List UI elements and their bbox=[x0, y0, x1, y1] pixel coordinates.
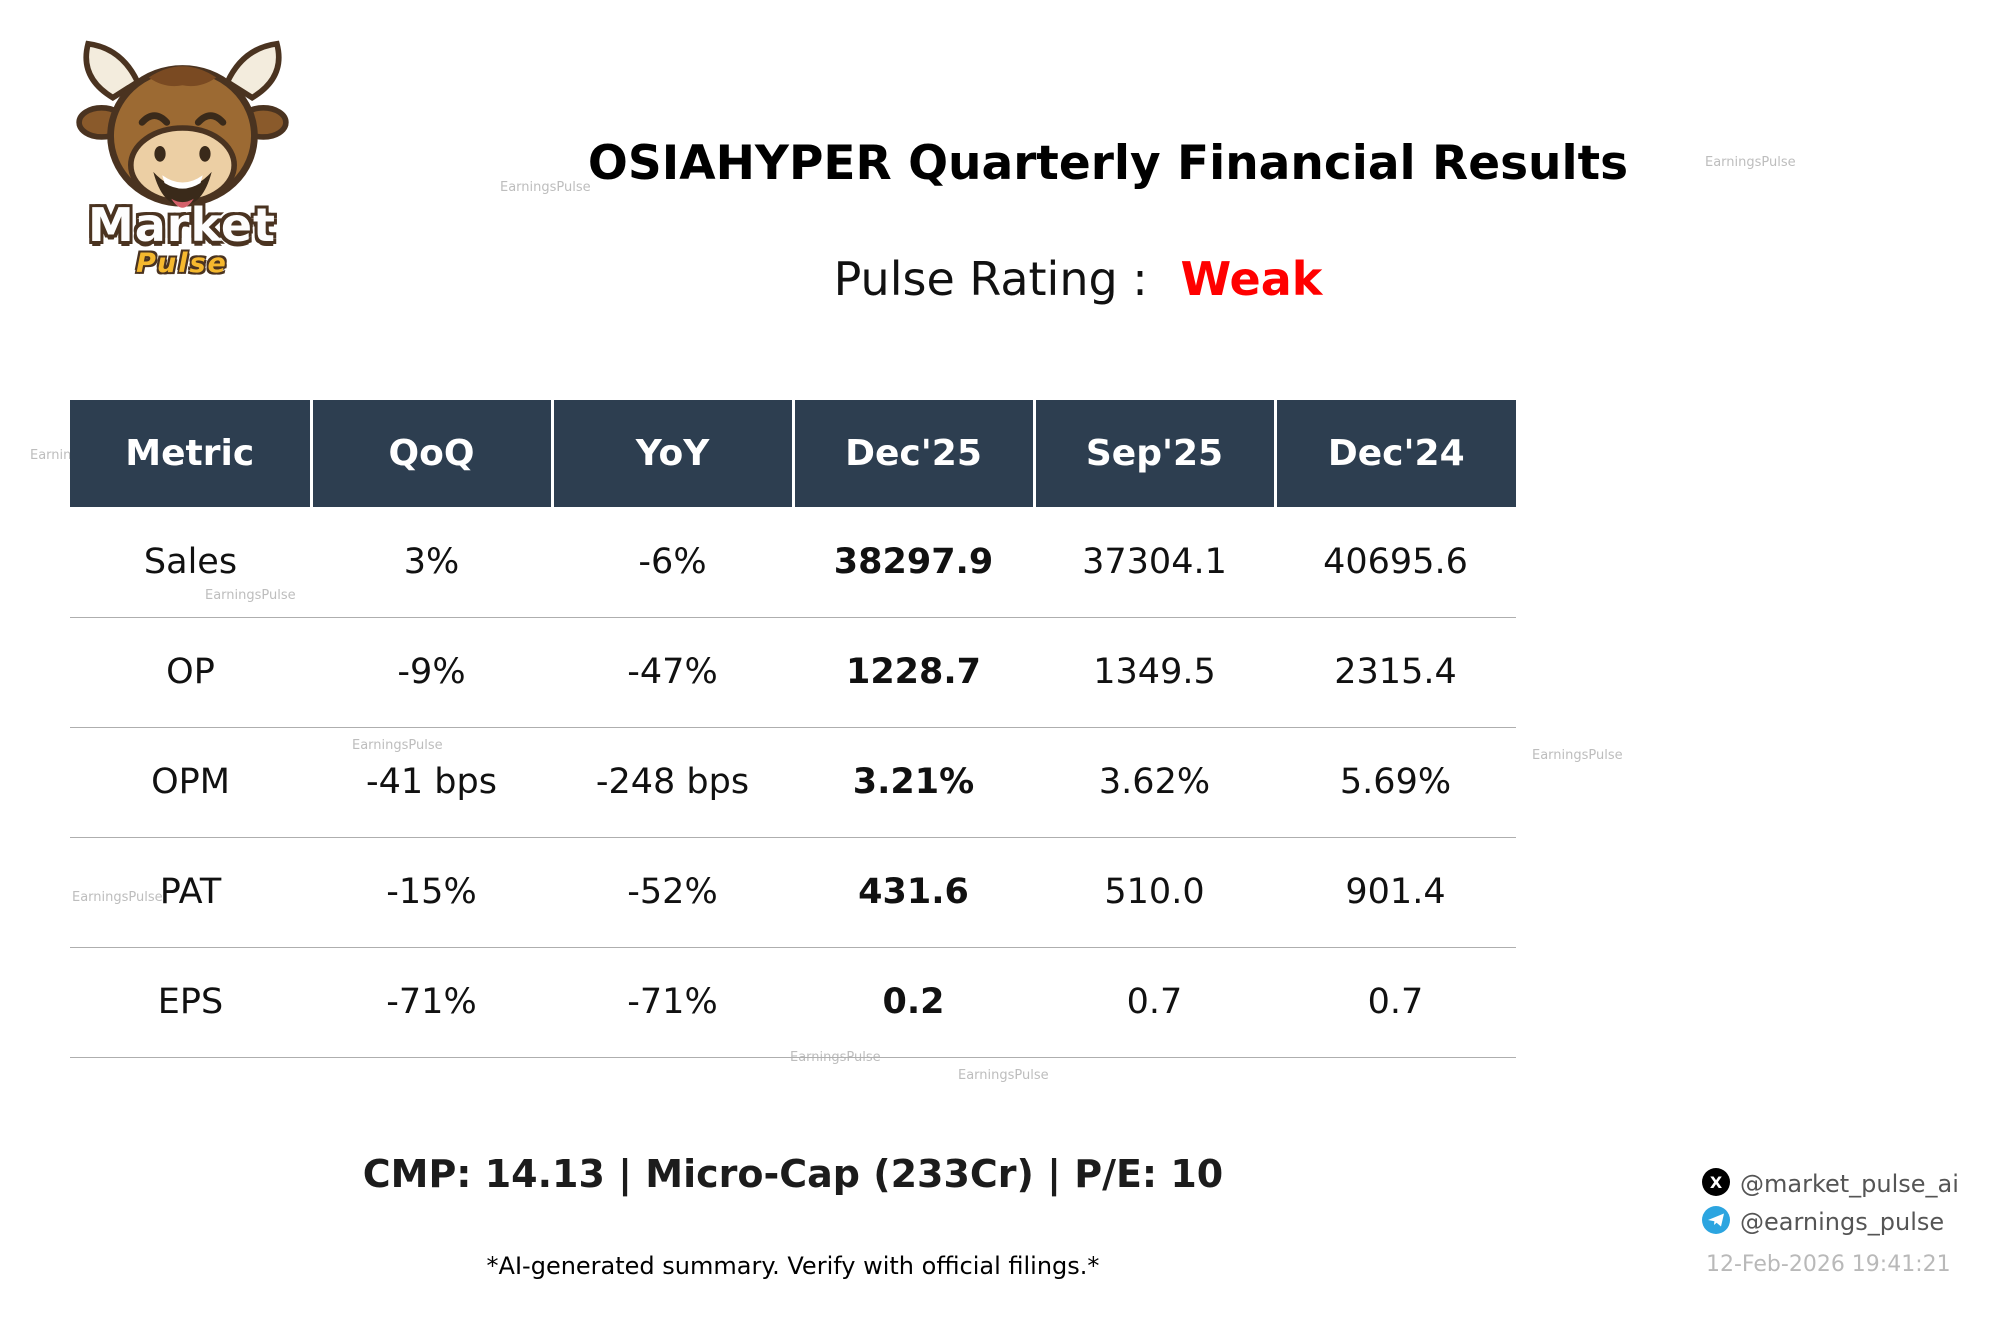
page-title: OSIAHYPER Quarterly Financial Results bbox=[587, 136, 1629, 191]
qoq-value: -71% bbox=[311, 947, 552, 1058]
table-header-row: Metric QoQ YoY Dec'25 Sep'25 Dec'24 bbox=[70, 400, 1516, 507]
x-handle-text: @market_pulse_ai bbox=[1740, 1170, 1959, 1198]
sep25-value: 37304.1 bbox=[1034, 507, 1275, 618]
x-icon: X bbox=[1702, 1168, 1730, 1200]
yoy-value: -6% bbox=[552, 507, 793, 618]
table-row: OPM -41 bps -248 bps 3.21% 3.62% 5.69% bbox=[70, 727, 1516, 838]
watermark-text: EarningsPulse bbox=[1705, 155, 1796, 170]
dec24-value: 0.7 bbox=[1275, 947, 1516, 1058]
dec25-value: 431.6 bbox=[793, 837, 1034, 948]
dec25-value: 1228.7 bbox=[793, 617, 1034, 728]
telegram-handle-row: @earnings_pulse bbox=[1702, 1206, 1992, 1238]
telegram-icon bbox=[1702, 1206, 1730, 1238]
dec24-value: 901.4 bbox=[1275, 837, 1516, 948]
metric-label: Sales bbox=[70, 507, 311, 618]
brand-name-market: Market bbox=[87, 198, 277, 252]
disclaimer-text: *AI-generated summary. Verify with offic… bbox=[486, 1252, 1100, 1280]
table-row: Sales 3% -6% 38297.9 37304.1 40695.6 bbox=[70, 507, 1516, 618]
column-header-qoq: QoQ bbox=[311, 400, 554, 507]
sep25-value: 3.62% bbox=[1034, 727, 1275, 838]
metric-label: PAT bbox=[70, 837, 311, 948]
pulse-rating-line: Pulse Rating : Weak bbox=[260, 252, 1896, 306]
svg-text:X: X bbox=[1710, 1173, 1723, 1192]
quarterly-results-table: Metric QoQ YoY Dec'25 Sep'25 Dec'24 Sale… bbox=[70, 400, 1516, 1058]
qoq-value: -9% bbox=[311, 617, 552, 728]
pulse-rating-label: Pulse Rating : bbox=[833, 252, 1148, 306]
sep25-value: 510.0 bbox=[1034, 837, 1275, 948]
column-header-dec25: Dec'25 bbox=[793, 400, 1036, 507]
dec25-value: 3.21% bbox=[793, 727, 1034, 838]
sep25-value: 1349.5 bbox=[1034, 617, 1275, 728]
dec24-value: 2315.4 bbox=[1275, 617, 1516, 728]
column-header-yoy: YoY bbox=[552, 400, 795, 507]
yoy-value: -71% bbox=[552, 947, 793, 1058]
dec25-value: 0.2 bbox=[793, 947, 1034, 1058]
column-header-sep25: Sep'25 bbox=[1034, 400, 1277, 507]
column-header-metric: Metric bbox=[70, 400, 313, 507]
social-handles: X @market_pulse_ai @earnings_pulse 12-Fe… bbox=[1702, 1168, 1992, 1277]
column-header-dec24: Dec'24 bbox=[1275, 400, 1516, 507]
qoq-value: -41 bps bbox=[311, 727, 552, 838]
x-handle-row: X @market_pulse_ai bbox=[1702, 1168, 1992, 1200]
qoq-value: 3% bbox=[311, 507, 552, 618]
watermark-text: EarningsPulse bbox=[1532, 748, 1623, 763]
market-pulse-logo: Market Pulse bbox=[52, 28, 312, 279]
watermark-text: EarningsPulse bbox=[500, 180, 591, 195]
yoy-value: -248 bps bbox=[552, 727, 793, 838]
yoy-value: -47% bbox=[552, 617, 793, 728]
dec24-value: 40695.6 bbox=[1275, 507, 1516, 618]
timestamp: 12-Feb-2026 19:41:21 bbox=[1706, 1252, 1951, 1277]
yoy-value: -52% bbox=[552, 837, 793, 948]
brand-name-pulse: Pulse bbox=[136, 248, 228, 279]
cmp-summary-line: CMP: 14.13 | Micro-Cap (233Cr) | P/E: 10 bbox=[362, 1152, 1224, 1196]
table-row: OP -9% -47% 1228.7 1349.5 2315.4 bbox=[70, 617, 1516, 728]
metric-label: OPM bbox=[70, 727, 311, 838]
bull-icon bbox=[75, 40, 289, 208]
dec24-value: 5.69% bbox=[1275, 727, 1516, 838]
watermark-text: EarningsPulse bbox=[958, 1068, 1049, 1083]
metric-label: EPS bbox=[70, 947, 311, 1058]
sep25-value: 0.7 bbox=[1034, 947, 1275, 1058]
table-row: EPS -71% -71% 0.2 0.7 0.7 bbox=[70, 947, 1516, 1058]
table-row: PAT -15% -52% 431.6 510.0 901.4 bbox=[70, 837, 1516, 948]
telegram-handle-text: @earnings_pulse bbox=[1740, 1208, 1945, 1236]
pulse-rating-value: Weak bbox=[1180, 252, 1323, 306]
dec25-value: 38297.9 bbox=[793, 507, 1034, 618]
metric-label: OP bbox=[70, 617, 311, 728]
qoq-value: -15% bbox=[311, 837, 552, 948]
